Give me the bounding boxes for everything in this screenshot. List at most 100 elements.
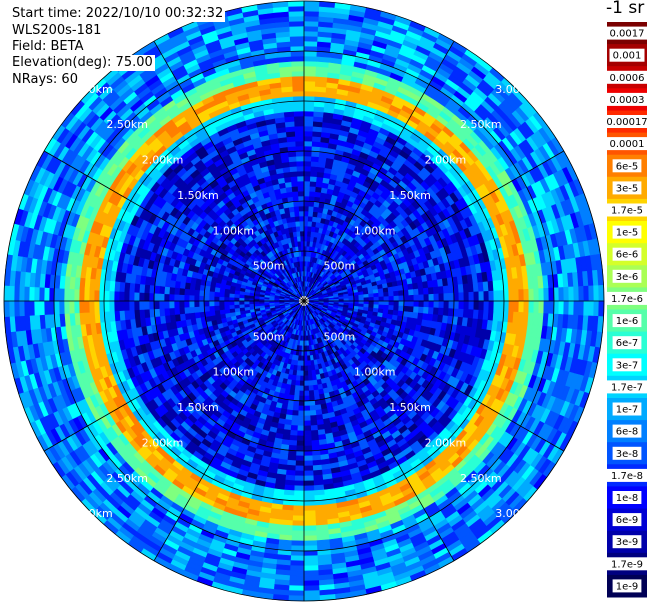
data-cell [298,390,305,397]
data-cell [387,286,394,293]
data-cell [295,140,305,147]
data-cell [306,360,312,367]
data-cell [358,294,365,299]
data-cell [303,130,314,137]
data-cell [473,300,480,311]
data-cell [309,415,317,422]
data-cell [408,294,415,302]
data-cell [437,307,445,316]
data-cell [307,370,313,377]
data-cell [173,287,181,295]
data-cell [153,300,160,310]
data-cell [297,405,305,412]
data-cell [292,95,305,102]
data-cell [443,300,450,309]
data-cell [218,300,225,306]
data-cell [295,220,301,227]
data-cell [403,300,410,307]
data-cell [168,307,176,316]
data-cell [303,110,315,117]
data-cell [513,300,520,313]
data-cell [303,390,310,397]
data-cell [219,309,226,315]
data-cell [228,296,235,302]
data-cell [138,300,145,310]
data-cell [178,306,186,315]
data-cell [248,300,255,305]
data-cell [299,225,305,232]
data-cell [408,289,415,296]
data-cell [213,305,220,311]
data-cell [193,289,200,296]
data-cell [473,291,480,302]
data-cell [310,165,319,173]
data-cell [308,395,315,402]
data-cell [296,155,305,162]
data-cell [294,470,305,477]
data-cell [307,380,314,387]
data-cell [214,309,221,316]
data-cell [299,230,305,237]
data-cell [388,300,395,307]
data-cell [303,140,313,147]
data-cell [307,365,312,372]
data-cell [297,240,302,247]
data-cell [303,90,316,97]
data-cell [443,293,450,302]
data-cell [173,293,180,302]
data-cell [393,295,400,302]
data-cell [310,439,320,447]
data-cell [378,292,385,298]
data-cell [373,296,380,302]
data-cell [289,160,298,168]
data-cell [303,195,310,202]
data-cell [308,400,316,407]
data-cell [288,439,298,447]
data-cell [308,195,316,202]
data-cell [303,145,313,152]
data-cell [299,375,305,382]
data-cell [303,350,308,357]
data-cell [303,455,313,462]
ppi-data-cells [3,0,605,602]
data-cell [198,289,205,297]
data-cell [188,300,195,308]
data-cell [193,294,200,302]
data-cell [233,304,240,309]
data-cell [378,296,385,302]
data-cell [303,425,312,432]
data-cell [310,429,319,437]
data-cell [303,385,310,392]
data-cell [108,290,115,302]
data-cell [290,419,299,427]
data-cell [158,293,165,302]
data-cell [303,460,313,467]
data-cell [293,110,305,117]
data-cell [303,370,309,377]
data-cell [292,190,299,197]
data-cell [393,305,400,312]
data-cell [299,220,305,227]
data-cell [295,460,305,467]
data-cell [295,135,305,142]
data-cell [298,400,305,407]
data-cell [103,290,110,302]
data-cell [203,290,210,297]
data-cell [296,435,305,442]
data-cell [503,300,510,313]
data-cell [498,290,505,302]
data-cell [296,230,301,237]
data-cell [298,200,305,207]
data-cell [422,306,430,315]
data-cell [303,400,310,407]
data-cell [303,500,316,507]
data-cell [233,296,240,302]
data-cell [493,300,500,312]
data-cell [158,300,165,309]
data-cell [213,300,220,307]
data-cell [310,170,318,178]
data-cell [433,293,440,302]
data-cell [303,225,309,232]
data-cell [296,165,305,172]
data-cell [306,355,311,362]
